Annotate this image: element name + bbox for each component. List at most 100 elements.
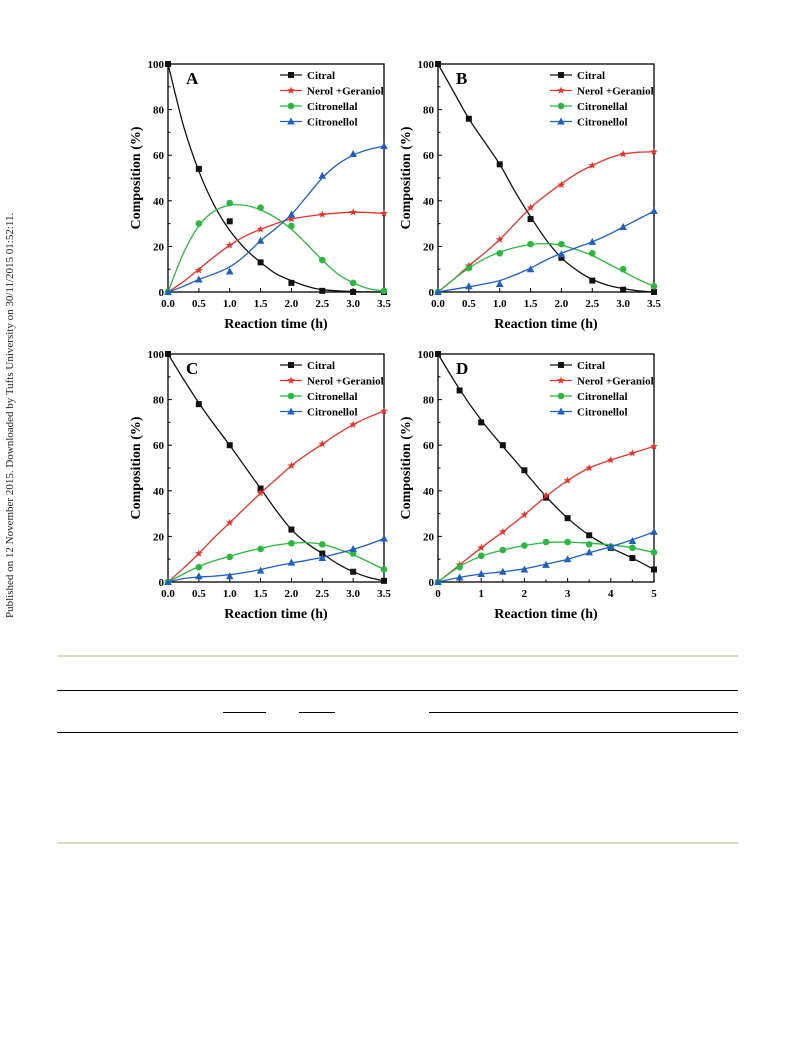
data-point bbox=[558, 254, 565, 261]
data-point bbox=[318, 171, 327, 179]
legend-label-citronellal: Citronellal bbox=[577, 391, 628, 403]
x-tick-label: 2.0 bbox=[285, 298, 299, 310]
legend-label-citronellal: Citronellal bbox=[577, 101, 628, 113]
data-point bbox=[496, 161, 503, 168]
legend-marker bbox=[557, 407, 565, 415]
y-axis-title: Composition (%) bbox=[129, 416, 144, 519]
data-point bbox=[542, 491, 550, 499]
y-tick-label: 40 bbox=[153, 486, 165, 498]
data-point bbox=[349, 544, 357, 552]
y-tick-label: 0 bbox=[429, 287, 435, 299]
x-tick-label: 1.0 bbox=[223, 588, 237, 600]
x-tick-label: 1.0 bbox=[493, 298, 507, 310]
x-tick-label: 0.0 bbox=[431, 298, 445, 310]
legend-marker bbox=[287, 117, 295, 125]
chart-panel-b: 0 20 40 60 80 100 0.0 0.5 1.0 1.5 2.0 2.5 3.0 3.5 Reac… bbox=[390, 50, 680, 350]
x-axis-title: Reaction time (h) bbox=[224, 607, 328, 622]
data-point bbox=[496, 249, 504, 257]
y-tick-label: 40 bbox=[423, 196, 435, 208]
data-point bbox=[350, 289, 357, 295]
data-point bbox=[564, 538, 571, 546]
series-line bbox=[167, 541, 385, 583]
data-point bbox=[380, 287, 388, 295]
x-tick-label: 0.5 bbox=[462, 298, 476, 310]
y-tick-label: 100 bbox=[418, 59, 435, 71]
data-point bbox=[588, 237, 597, 245]
data-point bbox=[195, 220, 203, 227]
table-body-rule bbox=[57, 732, 738, 733]
data-point bbox=[629, 555, 636, 562]
legend-label-citral: Citral bbox=[577, 360, 605, 372]
legend-label-nerol-geraniol: Nerol +Geraniol bbox=[577, 376, 654, 388]
legend-marker bbox=[557, 86, 565, 94]
data-point bbox=[380, 142, 388, 150]
data-point bbox=[349, 208, 357, 216]
series-citronellol bbox=[434, 207, 658, 295]
y-tick-label: 100 bbox=[418, 349, 435, 361]
x-axis-title: Reaction time (h) bbox=[494, 607, 598, 622]
data-point bbox=[563, 555, 572, 563]
x-tick-label: 3.5 bbox=[377, 588, 391, 600]
data-point bbox=[526, 203, 535, 211]
data-point bbox=[478, 419, 485, 426]
series-citral bbox=[435, 61, 657, 295]
chart-svg: 0 20 40 60 80 100 0 1 2 3 4 5 Reaction time (h) Compo… bbox=[399, 349, 658, 622]
plot-frame bbox=[437, 63, 655, 293]
data-point bbox=[319, 287, 326, 294]
legend-label-citronellol: Citronellol bbox=[577, 117, 628, 129]
data-point bbox=[225, 267, 234, 275]
legend-marker bbox=[287, 102, 295, 110]
legend: Citral Nerol +Geraniol Citronellal Citronel… bbox=[550, 70, 654, 129]
y-tick-label: 60 bbox=[423, 440, 435, 452]
x-tick-label: 4 bbox=[608, 588, 614, 600]
data-point bbox=[465, 264, 473, 272]
series-nerol-geraniol bbox=[434, 147, 658, 296]
plot-frame bbox=[167, 63, 385, 293]
data-point bbox=[288, 279, 295, 286]
x-tick-label: 3.5 bbox=[377, 298, 391, 310]
x-tick-label: 1 bbox=[478, 588, 484, 600]
legend-marker bbox=[287, 392, 295, 400]
data-point bbox=[526, 265, 535, 273]
data-point bbox=[527, 240, 534, 248]
data-point bbox=[195, 563, 203, 571]
legend-label-citronellal: Citronellal bbox=[307, 101, 358, 113]
data-point bbox=[318, 256, 326, 264]
data-point bbox=[619, 265, 627, 273]
x-tick-label: 0.0 bbox=[161, 588, 175, 600]
data-point bbox=[288, 526, 295, 533]
chart-panel-a: 0 20 40 60 80 100 0.0 0.5 1.0 1.5 2.0 2.5 3.0 3.5 Reac… bbox=[120, 50, 410, 350]
column-group-rule-1 bbox=[223, 712, 266, 713]
legend-marker bbox=[557, 376, 565, 384]
legend-label-nerol-geraniol: Nerol +Geraniol bbox=[577, 86, 654, 98]
y-tick-label: 60 bbox=[153, 440, 165, 452]
series-citronellal bbox=[164, 539, 388, 586]
data-point bbox=[650, 442, 658, 450]
data-point bbox=[350, 568, 357, 575]
legend: Citral Nerol +Geraniol Citronellal Citronel… bbox=[280, 360, 384, 419]
data-point bbox=[257, 485, 264, 492]
data-point bbox=[257, 259, 264, 266]
data-point bbox=[195, 165, 202, 172]
data-point bbox=[226, 442, 233, 449]
x-tick-label: 2.5 bbox=[315, 298, 329, 310]
data-point bbox=[585, 548, 593, 556]
data-point bbox=[650, 549, 658, 556]
data-point bbox=[225, 572, 234, 580]
data-point bbox=[628, 536, 637, 544]
data-point bbox=[225, 518, 234, 526]
data-point bbox=[287, 558, 296, 566]
data-point bbox=[477, 570, 485, 578]
y-tick-label: 20 bbox=[153, 241, 165, 253]
x-tick-label: 3.0 bbox=[346, 298, 360, 310]
data-point bbox=[465, 115, 472, 122]
series-line bbox=[167, 63, 385, 293]
x-tick-label: 3 bbox=[565, 588, 571, 600]
series-nerol-geraniol bbox=[164, 208, 388, 296]
series-line bbox=[167, 538, 385, 583]
data-point bbox=[318, 554, 327, 562]
data-point bbox=[287, 461, 296, 469]
x-tick-label: 3.0 bbox=[616, 298, 630, 310]
data-point bbox=[586, 532, 593, 539]
y-axis-title: Composition (%) bbox=[129, 126, 144, 229]
